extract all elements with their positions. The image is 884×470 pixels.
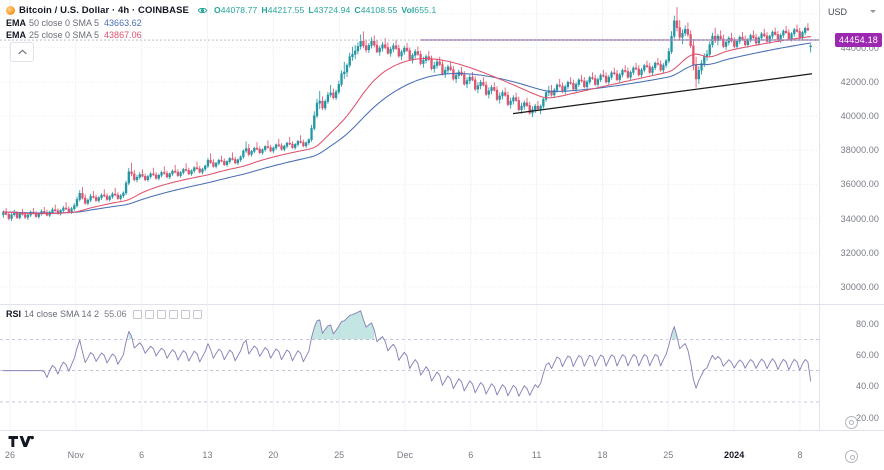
volume-label: Vol	[401, 5, 415, 16]
price-chart-canvas	[0, 0, 820, 304]
symbol-title: Bitcoin / U.S. Dollar · 4h · COINBASE	[19, 4, 189, 16]
high-label: H	[261, 5, 268, 16]
price-plot-area[interactable]	[0, 0, 820, 304]
time-axis-label: 8	[797, 450, 803, 460]
ema25-name: EMA	[6, 29, 26, 40]
ohlc-values: O44078.77 H44217.55 L43724.94 C44108.55 Vol6…	[214, 5, 440, 15]
time-axis[interactable]: 26 Nov 6 13 20 25 Dec 6 11 18 25 2024 8	[0, 430, 884, 470]
time-axis-label: 25	[334, 450, 345, 460]
price-pane: 46000.0044000.0042000.0040000.0038000.00…	[0, 0, 884, 304]
time-axis-label: 18	[597, 450, 608, 460]
ema50-name: EMA	[6, 17, 26, 28]
rsi-name: RSI	[6, 309, 22, 319]
ema25-args: 25 close 0 SMA 5	[29, 29, 100, 40]
indicator-legend-ema25[interactable]: EMA 25 close 0 SMA 5 43867.06	[6, 29, 440, 41]
close-icon[interactable]	[192, 309, 202, 319]
low-value: 43724.94	[313, 5, 351, 16]
ema50-args: 50 close 0 SMA 5	[29, 17, 100, 28]
open-label: O	[213, 5, 221, 16]
price-axis-label: 30000.00	[840, 281, 879, 292]
time-axis-label: 6	[468, 450, 474, 460]
chevron-down-icon	[870, 10, 876, 13]
timezone-icon[interactable]	[845, 450, 858, 463]
high-value: 44217.55	[267, 5, 305, 16]
rsi-value: 55.06	[104, 309, 127, 319]
tradingview-logo	[8, 435, 34, 447]
rsi-pane: 80.00 60.00 40.00 20.00 RSI 14 close SMA 14…	[0, 304, 884, 431]
price-axis-label: 34000.00	[840, 213, 879, 224]
ema25-value: 43867.06	[104, 29, 142, 40]
eye-icon[interactable]	[197, 6, 207, 15]
ema50-value: 43663.62	[104, 17, 142, 28]
indicator-legend-ema50[interactable]: EMA 50 close 0 SMA 5 43663.62	[6, 17, 440, 29]
time-axis-label: 26	[4, 450, 16, 460]
currency-label: USD	[828, 6, 848, 17]
price-axis[interactable]: 46000.0044000.0042000.0040000.0038000.00…	[819, 0, 884, 304]
volume-value: 655.1	[414, 5, 437, 16]
visibility-icon[interactable]	[144, 309, 154, 319]
time-axis-label: 13	[202, 450, 213, 460]
rsi-settings-icon[interactable]	[845, 416, 858, 429]
price-axis-label: 32000.00	[840, 247, 879, 258]
close-label: C	[354, 5, 361, 16]
time-axis-label: Dec	[396, 450, 414, 460]
rsi-icon-group[interactable]	[132, 309, 202, 319]
price-axis-label: 40000.00	[840, 111, 879, 122]
rsi-axis-label: 40.00	[855, 381, 879, 392]
close-value: 44108.55	[360, 5, 398, 16]
chart-legend: Bitcoin / U.S. Dollar · 4h · COINBASE O4…	[6, 4, 440, 41]
time-axis-label: 25	[663, 450, 674, 460]
rsi-axis-label: 80.00	[855, 318, 879, 329]
currency-selector[interactable]: USD	[824, 4, 880, 19]
time-axis-label: 6	[139, 450, 145, 460]
rsi-legend-row[interactable]: RSI 14 close SMA 14 2 55.06	[6, 308, 202, 320]
rsi-axis-label: 20.00	[855, 412, 879, 423]
minimize-icon[interactable]	[180, 309, 190, 319]
rsi-chart-canvas	[0, 305, 820, 430]
open-value: 44078.77	[220, 5, 258, 16]
time-axis-label: 20	[268, 450, 279, 460]
bitcoin-icon	[6, 6, 15, 15]
rsi-axis[interactable]: 80.00 60.00 40.00 20.00	[819, 305, 884, 431]
rsi-plot-area[interactable]	[0, 305, 820, 431]
time-axis-label: 11	[531, 450, 542, 460]
price-axis-label: 42000.00	[840, 77, 879, 87]
price-axis-label: 38000.00	[840, 145, 879, 156]
chevron-up-icon	[17, 49, 27, 55]
time-axis-label: 2024	[723, 450, 745, 460]
remove-icon[interactable]	[156, 309, 166, 319]
price-axis-label: 44000.00	[840, 42, 879, 53]
price-axis-label: 36000.00	[840, 179, 879, 190]
low-label: L	[308, 5, 314, 16]
more-icon[interactable]	[168, 309, 178, 319]
rsi-axis-label: 60.00	[855, 350, 879, 360]
collapse-pane-button[interactable]	[10, 42, 34, 62]
settings-icon[interactable]	[132, 309, 142, 319]
symbol-legend-row[interactable]: Bitcoin / U.S. Dollar · 4h · COINBASE O4…	[6, 4, 440, 17]
rsi-args: 14 close SMA 14 2	[24, 309, 100, 319]
time-axis-label: Nov	[67, 450, 84, 460]
current-price-badge[interactable]: 44454.18	[834, 33, 882, 48]
